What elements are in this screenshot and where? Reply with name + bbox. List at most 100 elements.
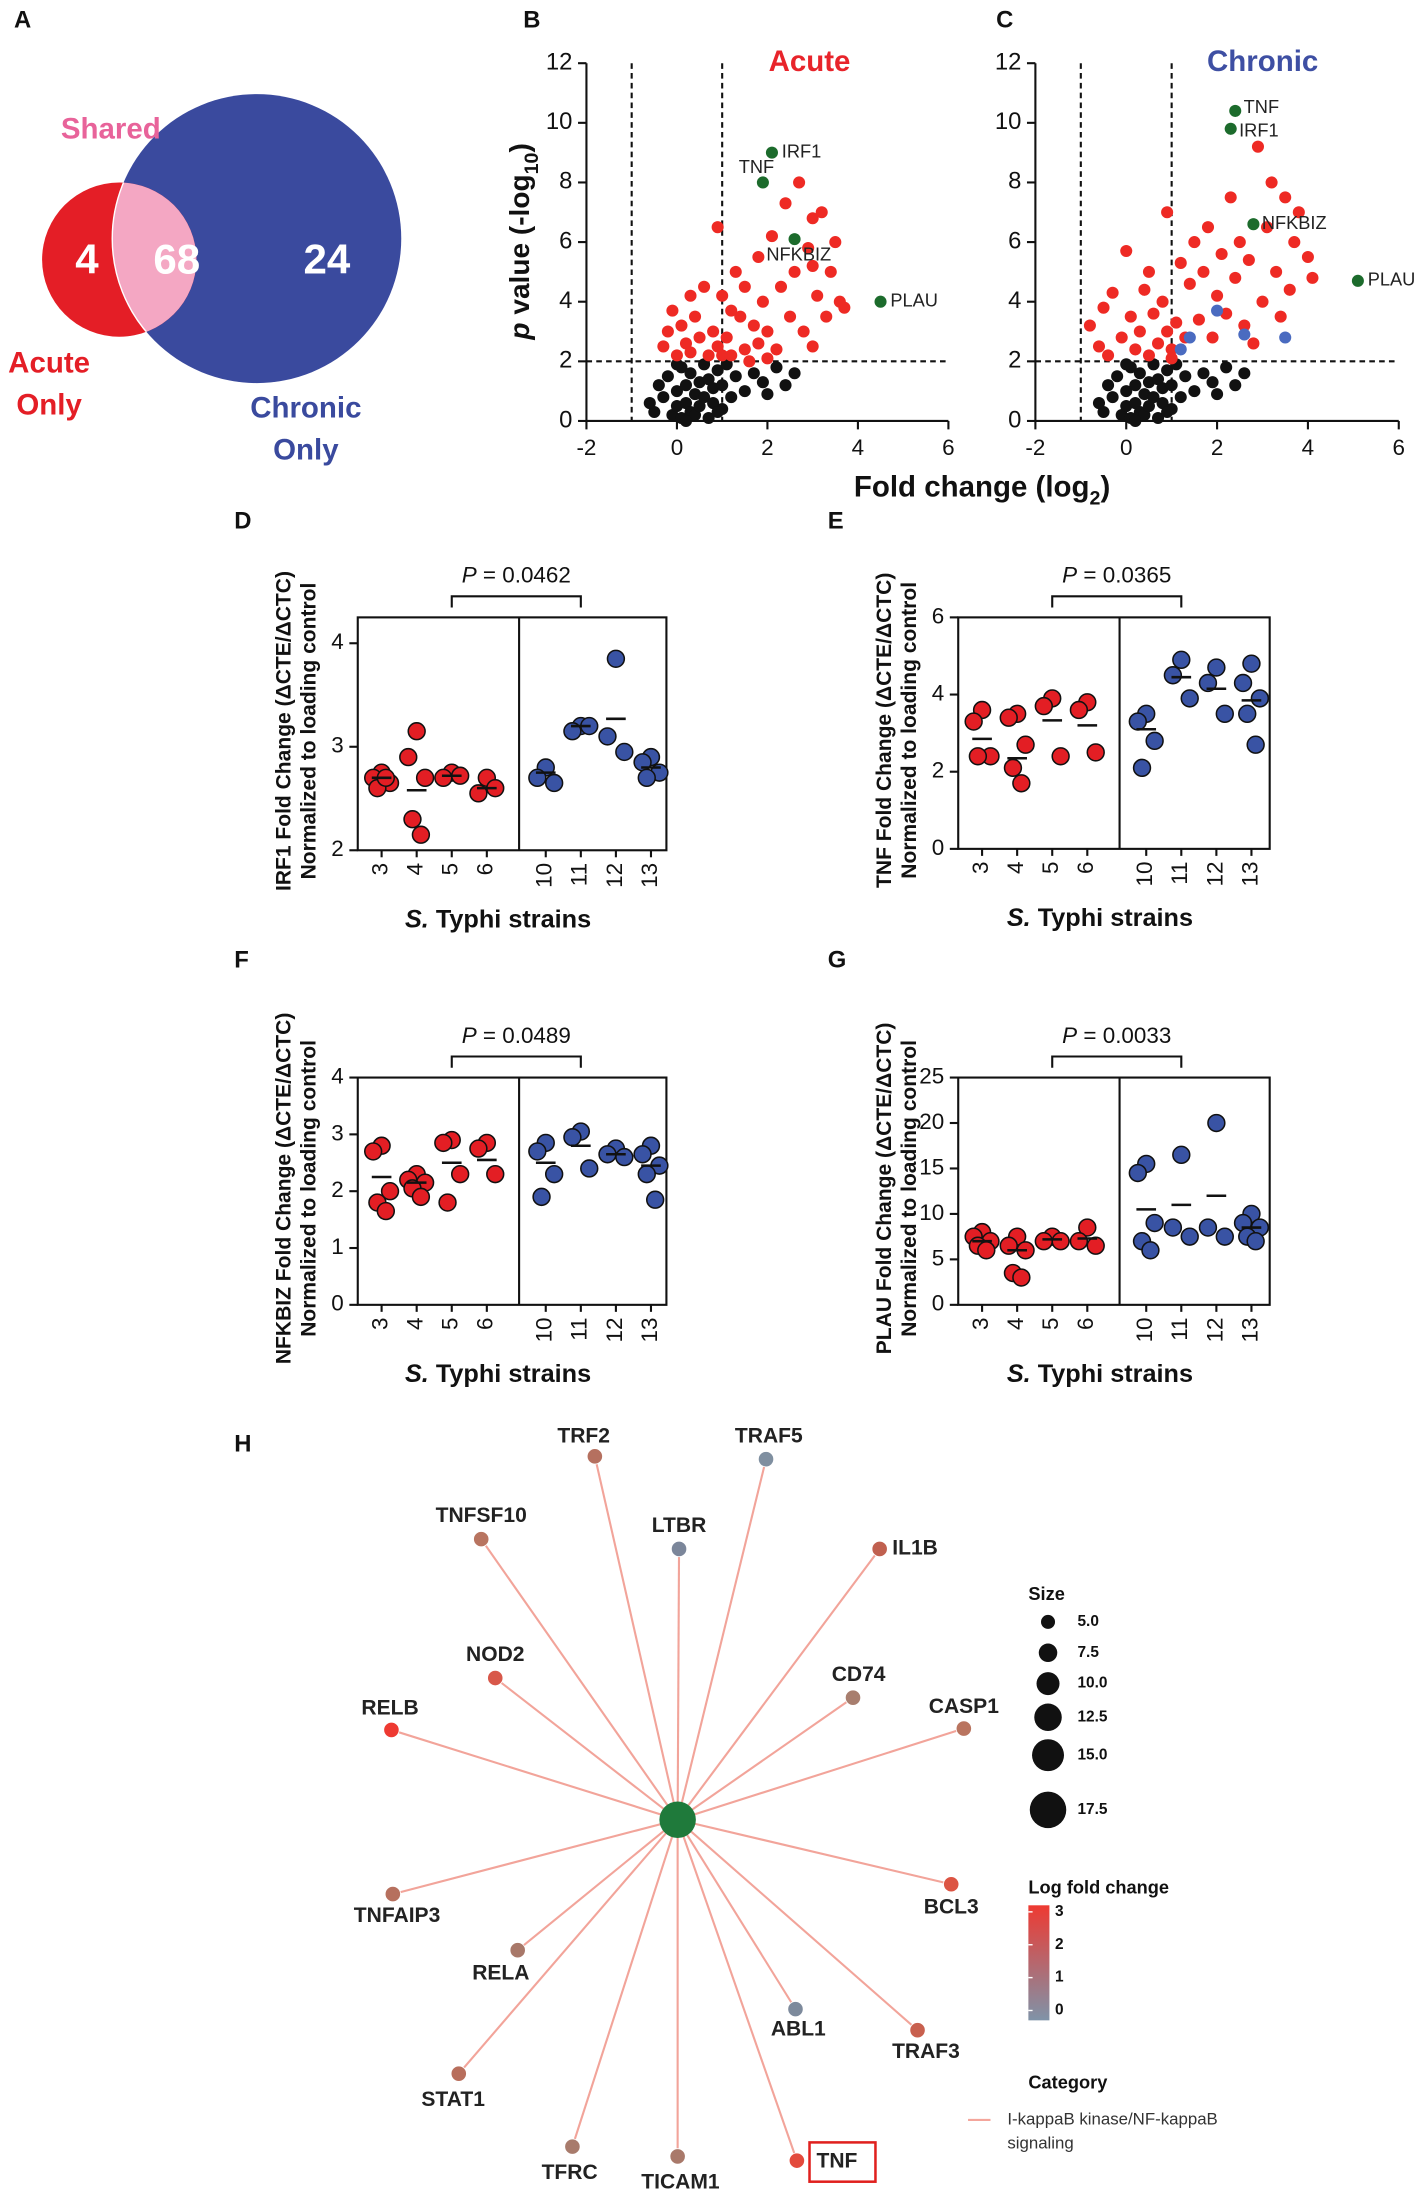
edge xyxy=(593,1456,679,1820)
point xyxy=(761,352,774,365)
point-label: PLAU xyxy=(890,290,938,311)
point xyxy=(765,230,778,243)
x-tick-label: 6 xyxy=(1073,1317,1098,1329)
point xyxy=(702,373,715,386)
point xyxy=(1128,1163,1147,1183)
p-value: P = 0.0033 xyxy=(1062,1023,1171,1048)
point xyxy=(1034,696,1053,716)
point xyxy=(1138,408,1151,422)
point xyxy=(806,340,819,353)
point xyxy=(645,1190,665,1209)
significance-bracket xyxy=(450,1055,582,1068)
y-tick-label: 8 xyxy=(1008,168,1021,195)
edge xyxy=(571,1819,679,2147)
point xyxy=(968,747,988,766)
point xyxy=(1351,274,1364,287)
point xyxy=(1220,361,1233,374)
edge xyxy=(677,1696,854,1821)
y-axis-label-part: p xyxy=(504,322,535,340)
size-key xyxy=(1032,1739,1065,1772)
point xyxy=(450,1164,470,1184)
point xyxy=(670,349,683,362)
node xyxy=(788,2152,806,2169)
x-tick-label: 11 xyxy=(1167,861,1192,884)
point xyxy=(738,280,751,293)
panel-letter: G xyxy=(828,946,847,973)
y-tick-label: 2 xyxy=(559,347,572,374)
point xyxy=(528,1142,547,1161)
point xyxy=(747,319,760,332)
x-tick-label: 10 xyxy=(1132,861,1157,886)
x-tick-label: 5 xyxy=(438,1317,463,1329)
node xyxy=(943,1876,960,1893)
point xyxy=(684,367,697,380)
point xyxy=(434,768,453,788)
node-label: NOD2 xyxy=(466,1643,524,1666)
point xyxy=(1086,743,1105,762)
p-value: P = 0.0365 xyxy=(1062,563,1171,588)
point xyxy=(725,391,738,404)
point xyxy=(720,358,733,371)
point xyxy=(1003,758,1023,778)
point xyxy=(1051,747,1070,766)
point xyxy=(1106,391,1119,404)
point xyxy=(1229,379,1242,392)
point xyxy=(756,295,769,308)
point xyxy=(1246,1232,1265,1251)
point xyxy=(874,295,887,308)
y-tick-label: 2 xyxy=(331,836,343,861)
node-label: IL1B xyxy=(892,1537,938,1560)
x-axis-label-part: S. xyxy=(1007,1360,1031,1388)
point xyxy=(1111,370,1124,383)
point xyxy=(1242,253,1255,267)
venn-value: 24 xyxy=(303,236,350,283)
x-tick-label: 12 xyxy=(1202,1317,1227,1342)
point xyxy=(1097,405,1110,419)
x-axis-label-part: Fold change (log xyxy=(854,470,1090,503)
venn-value: 68 xyxy=(153,236,200,283)
p-value-part: = 0.0462 xyxy=(477,563,571,588)
point xyxy=(1163,1218,1183,1237)
x-tick-label: 11 xyxy=(567,863,592,886)
edge xyxy=(676,1548,881,1821)
point xyxy=(1256,295,1269,308)
point xyxy=(1129,379,1142,392)
point xyxy=(806,259,819,272)
point xyxy=(679,397,693,410)
point xyxy=(1156,382,1169,395)
edge xyxy=(676,1548,681,1820)
point xyxy=(1034,1232,1053,1251)
point xyxy=(779,197,792,210)
y-axis-label-part: 10 xyxy=(521,152,543,174)
point xyxy=(1251,140,1264,153)
x-axis-label-part: Typhi strains xyxy=(1031,1360,1193,1388)
point xyxy=(824,265,837,278)
y-axis-label: p value (-log10) xyxy=(504,143,543,340)
size-key xyxy=(1036,1672,1060,1696)
point xyxy=(399,747,418,767)
point xyxy=(670,385,683,398)
point xyxy=(1301,250,1314,264)
node xyxy=(473,1530,490,1548)
panel-letter: F xyxy=(234,946,249,973)
point xyxy=(788,265,801,278)
point xyxy=(1207,1113,1226,1133)
point xyxy=(1161,364,1174,377)
p-value: P = 0.0462 xyxy=(462,563,571,588)
edge xyxy=(391,1728,678,1821)
point xyxy=(829,236,842,249)
node-label: TRAF5 xyxy=(735,1424,803,1447)
x-tick-label: 6 xyxy=(473,863,498,875)
point xyxy=(1170,316,1183,329)
point xyxy=(698,391,711,404)
x-tick-label: 6 xyxy=(473,1317,498,1329)
x-axis-label: S. Typhi strains xyxy=(405,1360,591,1388)
node-label: TNFSF10 xyxy=(436,1504,527,1527)
p-value-part: P xyxy=(462,1023,477,1048)
y-tick-label: 1 xyxy=(331,1234,343,1259)
y-axis-label: NFKBIZ Fold Change (ΔCTE/ΔCTC) xyxy=(272,1013,295,1365)
point xyxy=(716,379,729,392)
x-tick-label: -2 xyxy=(1025,435,1045,460)
point xyxy=(1215,704,1234,724)
y-tick-label: 12 xyxy=(546,49,573,76)
